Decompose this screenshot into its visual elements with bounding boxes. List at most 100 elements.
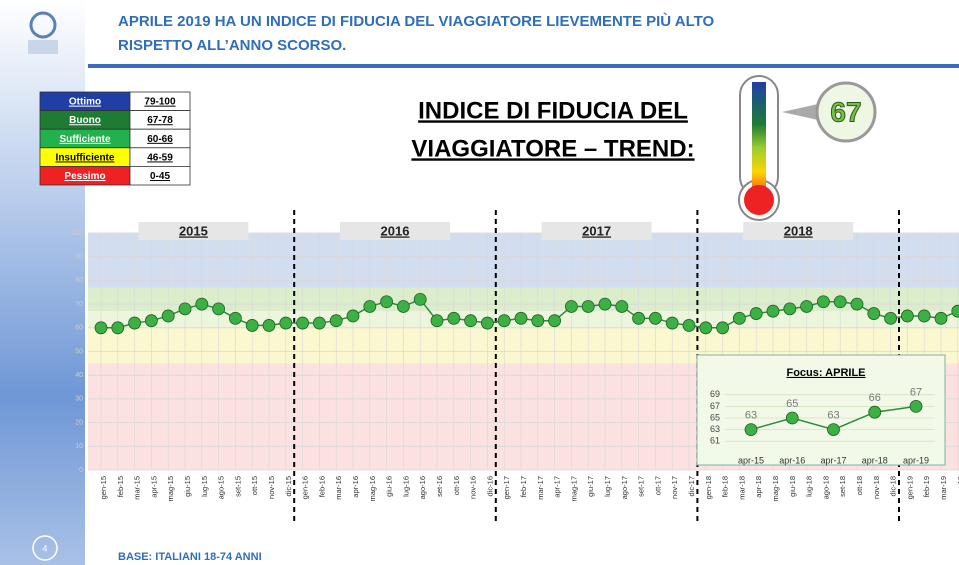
x-tick-label: mar-15 [133,476,142,500]
y-tick-label: 90 [75,254,83,261]
data-point [364,300,376,312]
data-point [481,317,493,329]
x-tick-label: mag-18 [771,476,780,501]
thermometer-value: 67 [830,96,861,127]
x-tick-label: feb-17 [519,476,528,497]
legend-range: 79-100 [144,97,176,108]
data-point [347,310,359,322]
y-tick-label: 60 [75,325,83,332]
x-tick-label: apr-17 [820,455,846,465]
x-tick-label: apr-18 [754,476,763,498]
x-tick-label: set-15 [233,476,242,497]
data-label: 63 [827,410,839,422]
x-tick-label: lug-15 [200,476,209,497]
x-tick-label: apr-17 [553,476,562,498]
data-label: 66 [869,392,881,404]
data-point [633,312,645,324]
data-point [162,310,174,322]
data-point [901,310,913,322]
x-tick-label: apr-15 [738,455,764,465]
data-point [834,296,846,308]
data-point [229,312,241,324]
data-point [179,303,191,315]
x-tick-label: ott-16 [452,476,461,495]
data-point [750,308,762,320]
x-tick-label: ago-18 [821,476,830,499]
x-tick-label: mar-18 [737,476,746,500]
data-point [263,319,275,331]
x-tick-label: mag-15 [166,476,175,501]
data-point [582,300,594,312]
title-line: INDICE DI FIDUCIA DEL [418,97,688,124]
footer: BASE: ITALIANI 18-74 ANNI [118,551,262,563]
x-tick-label: apr-15 [149,476,158,498]
year-label: 2015 [179,223,208,238]
header-rule [88,64,959,68]
y-tick-label: 100 [71,230,83,237]
x-tick-label: lug-18 [805,476,814,497]
data-label: 67 [910,386,922,398]
x-tick-label: apr-16 [779,455,805,465]
data-point [828,424,840,436]
y-tick-label: 70 [75,301,83,308]
data-point [515,312,527,324]
y-tick-label: 80 [75,277,83,284]
y-tick-label: 10 [75,443,83,450]
x-tick-label: giu-18 [788,476,797,497]
data-point [700,322,712,334]
data-label: 63 [745,410,757,422]
page-number: 4 [42,543,47,553]
legend-range: 46-59 [147,152,173,163]
x-tick-label: dic-17 [687,476,696,496]
slide: APRILE 2019 HA UN INDICE DI FIDUCIA DEL … [0,0,959,565]
x-tick-label: set-17 [637,476,646,497]
x-tick-label: ago-17 [620,476,629,499]
y-tick-label: 63 [710,424,720,434]
x-tick-label: gen-17 [502,476,511,499]
data-label: 65 [786,398,798,410]
x-tick-label: mar-17 [536,476,545,500]
year-label: 2016 [381,223,410,238]
data-point [745,424,757,436]
y-tick-label: 65 [710,412,720,422]
data-point [918,310,930,322]
data-point [868,308,880,320]
data-point [910,400,922,412]
data-point [465,315,477,327]
y-tick-label: 61 [710,436,720,446]
data-point [313,317,325,329]
x-tick-label: nov-15 [267,476,276,499]
legend-range: 0-45 [150,171,170,182]
focus-title: Focus: APRILE [786,367,865,379]
x-tick-label: gen-18 [704,476,713,499]
data-point [431,315,443,327]
data-point [786,412,798,424]
x-tick-label: apr-19 [903,455,929,465]
legend-table: Ottimo79-100Buono67-78Sufficiente60-66In… [40,92,190,185]
data-point [213,303,225,315]
y-tick-label: 50 [75,348,83,355]
data-point [381,296,393,308]
x-tick-label: mar-16 [334,476,343,500]
data-point [869,406,881,418]
data-point [414,293,426,305]
data-point [565,300,577,312]
data-point [683,319,695,331]
x-tick-label: apr-18 [862,455,888,465]
x-tick-label: set-16 [435,476,444,497]
y-tick-label: 20 [75,419,83,426]
sidebar [0,0,85,565]
x-tick-label: feb-19 [922,476,931,497]
data-point [666,317,678,329]
x-tick-label: nov-17 [670,476,679,499]
x-tick-label: lug-17 [603,476,612,497]
x-tick-label: giu-17 [586,476,595,497]
year-label: 2018 [784,223,813,238]
year-label: 2017 [582,223,611,238]
x-tick-label: set-18 [838,476,847,497]
y-tick-label: 40 [75,372,83,379]
header-line: APRILE 2019 HA UN INDICE DI FIDUCIA DEL … [118,12,715,30]
data-point [767,305,779,317]
data-point [801,300,813,312]
